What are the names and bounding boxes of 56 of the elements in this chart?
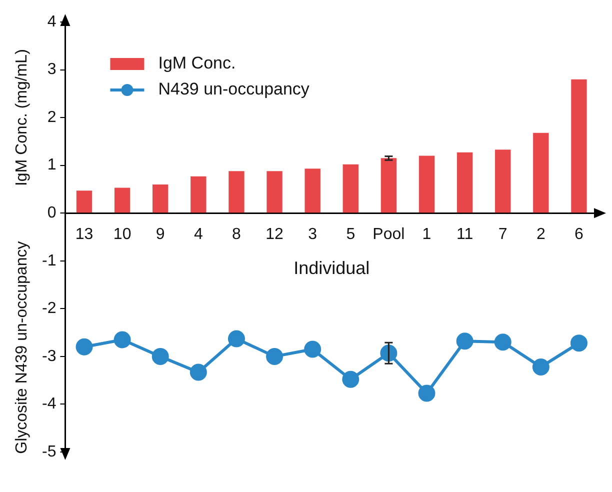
y-tick-label: 4 [47,13,56,30]
point [494,334,512,351]
point [152,348,169,365]
y-axis-title: IgM Conc. (mg/mL) [13,49,30,186]
x-tick-label: 1 [422,226,432,244]
y-tick-label: 2 [47,108,56,126]
legend-label: N439 un-occupancy [158,80,310,99]
bar [190,176,206,213]
x-tick-label: 7 [498,226,508,244]
bar [152,184,168,213]
y-tick-label: -4 [42,396,56,413]
x-tick-label: 12 [266,226,284,244]
x-tick-label: 4 [194,226,203,244]
x-tick-label: 3 [308,226,318,244]
bar [418,156,435,213]
x-tick-label: 13 [75,226,94,244]
point [304,340,322,358]
bar [571,79,587,213]
x-tick-label: Pool [372,226,405,244]
point [228,330,245,348]
y2-axis-title: Glycosite N439 un-occupancy [13,241,30,454]
bar [114,188,130,213]
x-tick-label: 11 [456,226,474,244]
bar [456,152,473,213]
point [570,334,588,352]
bar [304,168,320,213]
y-tick-label: 1 [47,156,56,174]
point [76,338,93,356]
bar [342,164,358,213]
y-tick-label: 3 [47,61,56,78]
bar [266,171,282,213]
bar [76,190,92,213]
point [342,370,360,388]
bar [380,158,397,213]
y-tick-label: 0 [47,204,56,222]
bar [495,150,511,213]
point [532,358,550,376]
y-tick-label: -2 [42,300,56,318]
point [418,384,436,402]
x-tick-label: 5 [346,226,356,244]
x-tick-label: 9 [156,226,165,244]
point [190,364,207,381]
y-tick-label: -5 [42,443,56,460]
legend-label: IgM Conc. [158,54,236,73]
point [456,332,474,350]
x-tick-label: 2 [536,226,546,244]
y-tick-label: -1 [42,252,56,270]
bar [533,132,549,213]
x-axis-title: Individual [294,258,370,278]
y-tick-label: -3 [42,348,56,365]
x-tick-label: 6 [574,226,584,244]
point [266,348,284,365]
x-tick-label: 8 [232,226,242,244]
point [114,331,131,348]
bar [228,171,244,213]
x-tick-label: 10 [113,226,132,244]
